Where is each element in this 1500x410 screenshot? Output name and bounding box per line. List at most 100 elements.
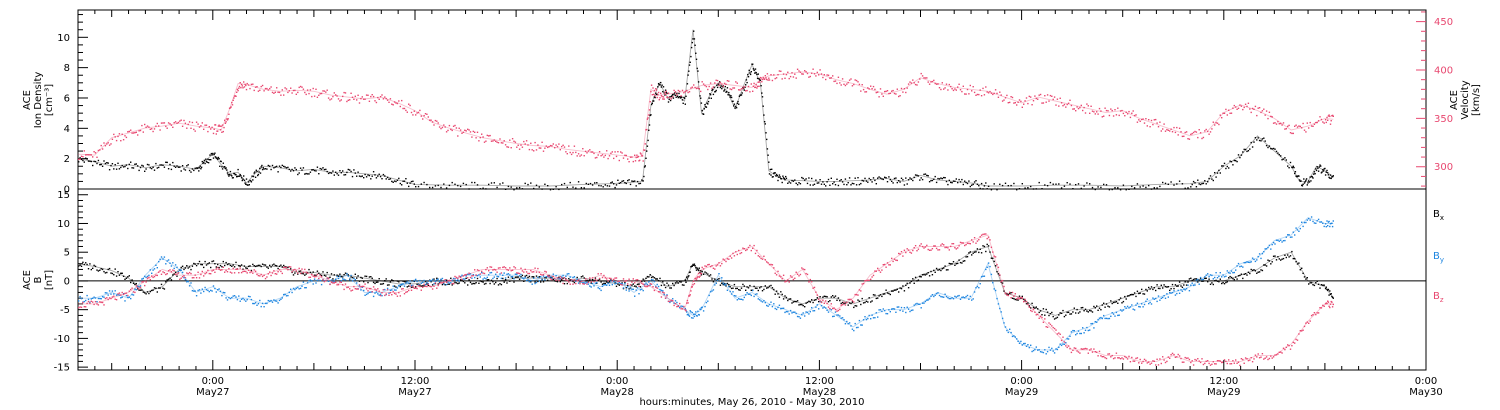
- velocity-point: [1053, 96, 1056, 98]
- velocity-point: [497, 142, 500, 144]
- density-point: [1313, 173, 1315, 175]
- field-bx-point: [697, 268, 699, 271]
- velocity-point: [437, 122, 439, 124]
- density-point: [1275, 150, 1278, 153]
- density-point: [1322, 170, 1325, 172]
- density-point: [1304, 181, 1306, 183]
- field-bx-point: [854, 305, 856, 307]
- velocity-point: [1025, 97, 1028, 99]
- field-bz-point: [907, 249, 910, 251]
- field-by-point: [525, 279, 528, 282]
- field-bz-point: [847, 298, 849, 301]
- density-point: [1148, 184, 1150, 187]
- velocity-point: [1315, 121, 1317, 124]
- field-bz-point: [461, 278, 463, 281]
- field-by-point: [203, 290, 205, 293]
- velocity-point: [752, 85, 755, 87]
- field-by-point: [358, 285, 361, 287]
- field-bz-point: [747, 246, 750, 249]
- field-bz-point: [757, 255, 759, 257]
- velocity-point: [1070, 104, 1073, 107]
- field-bx-point: [1251, 269, 1254, 272]
- field-bz-point: [634, 282, 636, 284]
- velocity-point: [1023, 103, 1025, 105]
- velocity-point: [455, 127, 458, 129]
- velocity-point: [87, 154, 90, 156]
- density-point: [907, 179, 910, 181]
- field-by-point: [1150, 303, 1153, 305]
- field-bx-point: [606, 281, 608, 283]
- field-by-point: [573, 276, 576, 278]
- field-bx-point: [207, 263, 209, 265]
- field-by-point: [104, 292, 107, 294]
- field-bz-point: [903, 249, 906, 251]
- field-bx-point: [149, 290, 151, 293]
- field-bz-point: [656, 287, 658, 289]
- density-point: [733, 103, 736, 105]
- field-bz-point: [912, 249, 914, 252]
- field-bx-point: [423, 285, 425, 287]
- field-bx-point: [968, 252, 970, 254]
- field-by-point: [1108, 317, 1111, 320]
- velocity-point: [572, 151, 574, 154]
- field-by-point: [97, 297, 100, 300]
- velocity-point: [311, 95, 313, 98]
- field-by-point: [1309, 219, 1311, 221]
- density-point: [818, 182, 820, 184]
- field-bx-point: [1261, 269, 1264, 272]
- density-point: [1326, 169, 1328, 172]
- field-bz-point: [174, 273, 177, 276]
- field-by-point: [263, 306, 265, 308]
- field-by-point: [1100, 316, 1102, 319]
- field-bz-point: [87, 300, 90, 303]
- density-point: [1310, 180, 1312, 182]
- velocity-point: [579, 155, 581, 157]
- density-point: [502, 182, 504, 184]
- field-by-point: [572, 276, 574, 279]
- field-bz-point: [137, 287, 139, 289]
- velocity-tick-label: 400: [1434, 65, 1453, 76]
- density-point: [302, 167, 305, 169]
- field-bz-point: [650, 283, 653, 285]
- field-bx-point: [961, 262, 963, 264]
- field-bz-point: [855, 294, 858, 296]
- field-bx-point: [117, 271, 119, 273]
- date-tick-label: May29: [1005, 387, 1038, 398]
- field-bz-point: [349, 288, 351, 290]
- density-point: [1027, 187, 1029, 189]
- field-by-point: [1316, 220, 1318, 222]
- density-point: [875, 183, 877, 185]
- density-point: [717, 83, 719, 85]
- velocity-point: [966, 88, 969, 91]
- field-by-point: [350, 274, 352, 277]
- field-bz-point: [232, 267, 234, 270]
- field-by-point: [975, 287, 977, 289]
- density-point: [763, 121, 766, 123]
- density-point: [1232, 164, 1234, 166]
- field-bx-point: [979, 248, 981, 250]
- field-bz-point: [931, 248, 934, 250]
- field-by-point: [405, 282, 407, 284]
- field-bz-point: [589, 277, 591, 279]
- density-point: [145, 168, 147, 170]
- field-bx-point: [1052, 315, 1054, 318]
- velocity-point: [347, 99, 349, 101]
- field-bx-point: [766, 287, 768, 289]
- velocity-point: [278, 91, 281, 94]
- field-bx-point: [1045, 308, 1047, 311]
- field-bx-point: [204, 260, 206, 263]
- field-bz-point: [723, 259, 726, 261]
- velocity-point: [287, 91, 289, 94]
- field-bz-point: [816, 294, 818, 296]
- field-bz-point: [725, 260, 727, 263]
- velocity-point: [642, 160, 644, 162]
- field-tick-label: -10: [54, 334, 70, 345]
- field-bz-point: [646, 285, 649, 288]
- density-point: [1280, 155, 1282, 157]
- field-bx-point: [254, 265, 257, 268]
- field-bx-point: [1067, 311, 1070, 313]
- density-point: [711, 89, 713, 91]
- velocity-point: [329, 99, 331, 101]
- field-bx-point: [538, 276, 540, 278]
- density-point: [337, 174, 340, 176]
